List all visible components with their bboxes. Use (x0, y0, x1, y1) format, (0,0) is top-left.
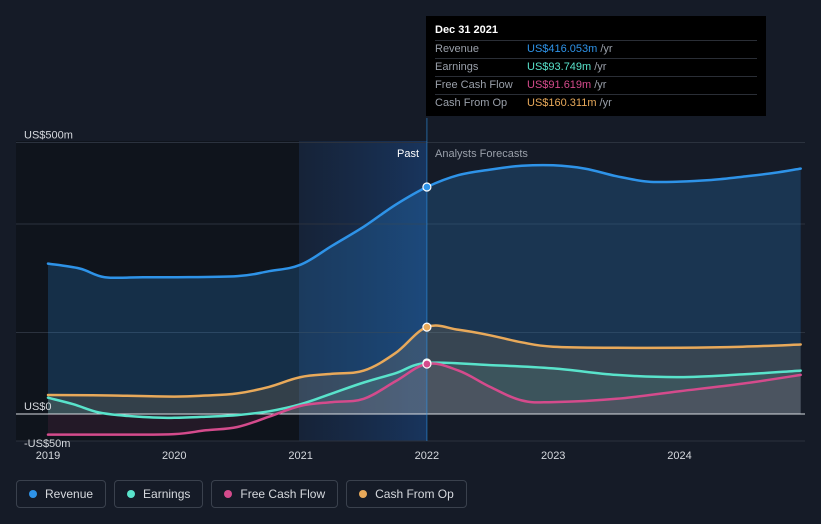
tooltip-value: US$91.619m (527, 79, 592, 91)
free-cash-flow-marker (422, 359, 432, 369)
legend-label: Free Cash Flow (240, 487, 326, 501)
x-axis-labels: 2019 2020 2021 2022 2023 2024 (36, 450, 692, 462)
legend-label: Earnings (143, 487, 191, 501)
y-tick-label: US$0 (24, 401, 52, 413)
legend-item-free-cash-flow[interactable]: Free Cash Flow (211, 480, 339, 508)
tooltip-row-cash-from-op: Cash From Op US$160.311m /yr (435, 94, 757, 112)
cash-from-op-line (46, 324, 802, 398)
tooltip-label: Cash From Op (435, 97, 508, 109)
legend-dot-icon (224, 490, 233, 498)
legend-dot-icon (29, 490, 37, 498)
tooltip-row-earnings: Earnings US$93.749m /yr (435, 58, 757, 76)
x-tick-label: 2024 (667, 450, 691, 462)
earnings-area (48, 362, 801, 418)
legend-label: Cash From Op (375, 487, 454, 501)
tooltip-unit: /yr (594, 61, 607, 73)
past-label: Past (397, 148, 419, 160)
revenue-line (46, 163, 802, 280)
tooltip-unit: /yr (599, 97, 612, 109)
tooltip: Dec 31 2021 Revenue US$416.053m /yr Earn… (426, 16, 766, 116)
tooltip-value: US$160.311m (527, 97, 597, 109)
series-markers (422, 182, 432, 369)
legend-dot-icon (127, 490, 136, 498)
forecast-label: Analysts Forecasts (435, 148, 528, 160)
tooltip-label: Revenue (435, 43, 480, 55)
legend-label: Revenue (45, 487, 94, 501)
tooltip-row-free-cash-flow: Free Cash Flow US$91.619m /yr (435, 76, 757, 94)
y-axis-labels: US$500m US$0 -US$50m (24, 130, 73, 451)
legend-item-cash-from-op[interactable]: Cash From Op (346, 480, 467, 508)
revenue-marker (422, 182, 432, 192)
tooltip-label: Earnings (435, 61, 479, 73)
gridlines (16, 142, 805, 442)
tooltip-value: US$416.053m (527, 43, 598, 55)
tooltip-row-revenue: Revenue US$416.053m /yr (435, 40, 757, 58)
tooltip-label: Free Cash Flow (435, 79, 513, 91)
x-tick-label: 2023 (541, 450, 565, 462)
x-tick-label: 2022 (415, 450, 439, 462)
tooltip-unit: /yr (600, 43, 613, 55)
tooltip-value: US$93.749m (527, 61, 592, 73)
series-lines (46, 163, 802, 436)
y-tick-label: US$500m (24, 130, 73, 142)
tooltip-unit: /yr (594, 79, 607, 91)
series-areas (48, 165, 801, 435)
legend-item-earnings[interactable]: Earnings (114, 480, 204, 508)
y-tick-label: -US$50m (24, 438, 70, 450)
earnings-line (46, 361, 802, 420)
free-cash-flow-line (46, 362, 802, 436)
x-tick-label: 2019 (36, 450, 60, 462)
cash-from-op-area (48, 325, 801, 414)
revenue-area (48, 165, 801, 414)
x-tick-label: 2020 (162, 450, 186, 462)
legend-dot-icon (359, 490, 368, 498)
tooltip-date: Dec 31 2021 (435, 24, 498, 36)
cash-from-op-marker (422, 322, 432, 332)
past-region-highlight (299, 141, 427, 441)
x-tick-label: 2021 (288, 450, 312, 462)
legend-item-revenue[interactable]: Revenue (16, 480, 107, 508)
free-cash-flow-area (48, 363, 801, 435)
legend: Revenue Earnings Free Cash Flow Cash Fro… (16, 480, 467, 508)
